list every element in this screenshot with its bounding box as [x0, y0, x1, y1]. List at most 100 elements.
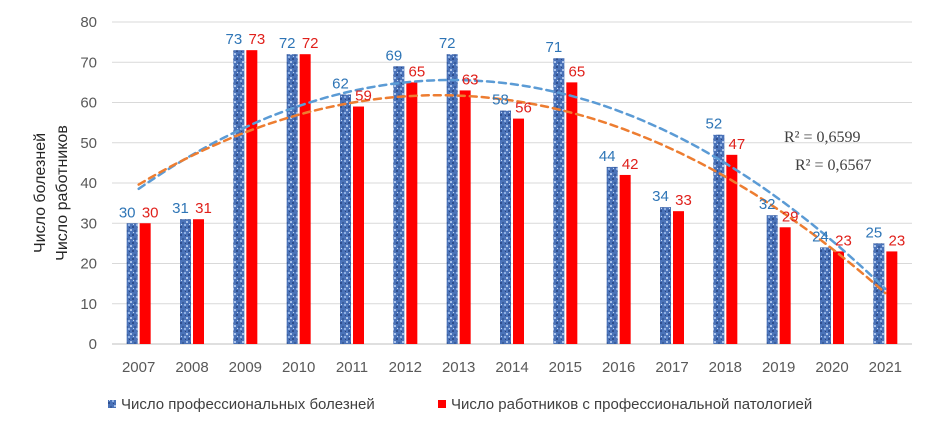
- bar-series-1: [446, 54, 458, 344]
- x-tick-label: 2015: [549, 359, 582, 376]
- data-label-series-2: 72: [302, 35, 319, 52]
- trendline-series-1: [137, 78, 887, 291]
- data-label-series-1: 25: [865, 224, 882, 241]
- bar-series-1: [873, 243, 885, 344]
- bar-series-1: [820, 247, 831, 344]
- data-label-series-2: 47: [728, 136, 745, 153]
- x-tick-label: 2014: [495, 359, 528, 376]
- data-label-series-1: 24: [812, 228, 829, 245]
- bar-series-1: [500, 110, 511, 344]
- x-tick-label: 2010: [282, 359, 315, 376]
- bar-series-1: [713, 134, 725, 344]
- data-label-series-2: 59: [355, 88, 372, 105]
- x-tick-label: 2013: [442, 359, 475, 376]
- legend-label-series-1: Число профессиональных болезней: [121, 396, 375, 413]
- x-tick-label: 2011: [336, 359, 368, 376]
- bar-series-2: [566, 82, 578, 344]
- data-label-series-1: 30: [119, 204, 136, 221]
- bar-series-1: [286, 54, 298, 344]
- bar-series-2: [833, 251, 844, 344]
- data-label-series-2: 42: [622, 156, 639, 173]
- r2-label-series-1: R² = 0,6599: [784, 129, 861, 146]
- bar-series-1: [180, 219, 191, 344]
- bars: [126, 50, 898, 345]
- bar-series-2: [513, 118, 524, 344]
- data-label-series-2: 31: [195, 200, 212, 217]
- bar-series-2: [779, 227, 791, 344]
- y-tick-label: 80: [80, 14, 97, 31]
- data-label-series-1: 62: [332, 75, 349, 92]
- data-label-series-2: 29: [782, 208, 799, 225]
- bar-series-2: [673, 211, 684, 344]
- x-tick-label: 2016: [602, 359, 635, 376]
- y-axis-ticks: 0 10 20 30 40 50 60 70 80: [80, 14, 97, 353]
- x-tick-label: 2020: [815, 359, 848, 376]
- data-label-series-1: 44: [599, 148, 616, 165]
- bar-series-1: [126, 223, 138, 344]
- y-axis-label-line-2: Число работников: [54, 125, 71, 261]
- y-tick-label: 60: [80, 95, 97, 112]
- bar-series-2: [619, 174, 631, 344]
- data-label-series-1: 72: [279, 35, 296, 52]
- x-tick-label: 2017: [655, 359, 688, 376]
- bar-series-1: [553, 58, 565, 344]
- y-tick-label: 40: [80, 175, 97, 192]
- data-label-series-1: 32: [759, 196, 776, 213]
- x-tick-label: 2021: [869, 359, 902, 376]
- bar-series-1: [393, 66, 405, 345]
- data-label-series-1: 31: [172, 200, 189, 217]
- bar-series-2: [139, 223, 151, 344]
- data-labels: 30 30 31 31 73 73 72 72 62 59 69 65 72 63 58 56 71 65 44 42…: [119, 31, 905, 249]
- x-tick-label: 2007: [122, 359, 155, 376]
- data-label-series-2: 65: [408, 63, 425, 80]
- bar-series-2: [299, 54, 311, 344]
- data-label-series-1: 52: [705, 116, 722, 133]
- data-label-series-2: 33: [675, 192, 692, 209]
- x-tick-label: 2018: [709, 359, 742, 376]
- data-label-series-1: 71: [545, 39, 562, 56]
- bar-series-2: [353, 106, 364, 345]
- bar-series-2: [246, 50, 258, 345]
- x-tick-label: 2012: [389, 359, 422, 376]
- data-label-series-1: 34: [652, 188, 669, 205]
- bar-series-1: [340, 94, 351, 344]
- data-label-series-2: 30: [142, 204, 159, 221]
- data-label-series-1: 69: [385, 47, 402, 64]
- x-tick-label: 2009: [229, 359, 262, 376]
- trendline-series-2: [137, 93, 887, 295]
- y-tick-label: 30: [80, 215, 97, 232]
- bar-series-2: [886, 251, 898, 344]
- data-label-series-1: 72: [439, 35, 456, 52]
- x-tick-label: 2008: [175, 359, 208, 376]
- legend-swatch-series-2: [438, 400, 446, 408]
- data-label-series-2: 73: [248, 31, 265, 48]
- r2-label-series-2: R² = 0,6567: [795, 157, 872, 174]
- bar-series-1: [766, 215, 778, 344]
- data-label-series-2: 23: [835, 232, 852, 249]
- x-tick-label: 2019: [762, 359, 795, 376]
- y-tick-label: 10: [80, 296, 97, 313]
- y-tick-label: 0: [89, 336, 97, 353]
- data-label-series-2: 23: [888, 232, 905, 249]
- data-label-series-1: 58: [492, 92, 509, 109]
- data-label-series-2: 56: [515, 100, 532, 117]
- bar-series-1: [606, 166, 618, 344]
- x-axis-ticks: 2007 2008 2009 2010 2011 2012 2013 2014 2015 2016…: [122, 359, 902, 376]
- bar-series-1: [660, 207, 671, 344]
- bar-series-2: [459, 90, 471, 344]
- bar-series-1: [233, 50, 245, 345]
- y-tick-label: 70: [80, 54, 97, 71]
- y-tick-label: 50: [80, 135, 97, 152]
- legend: Число профессиональных болезней Число ра…: [108, 396, 812, 413]
- grid-lines: [112, 21, 912, 345]
- y-axis-label-line-1: Число болезней: [32, 133, 49, 253]
- y-tick-label: 20: [80, 256, 97, 273]
- legend-swatch-series-1: [108, 400, 116, 408]
- data-label-series-2: 63: [462, 71, 479, 88]
- data-label-series-1: 73: [225, 31, 242, 48]
- legend-label-series-2: Число работников с профессиональной пато…: [451, 396, 812, 413]
- data-label-series-2: 65: [568, 63, 585, 80]
- bar-series-2: [193, 219, 204, 344]
